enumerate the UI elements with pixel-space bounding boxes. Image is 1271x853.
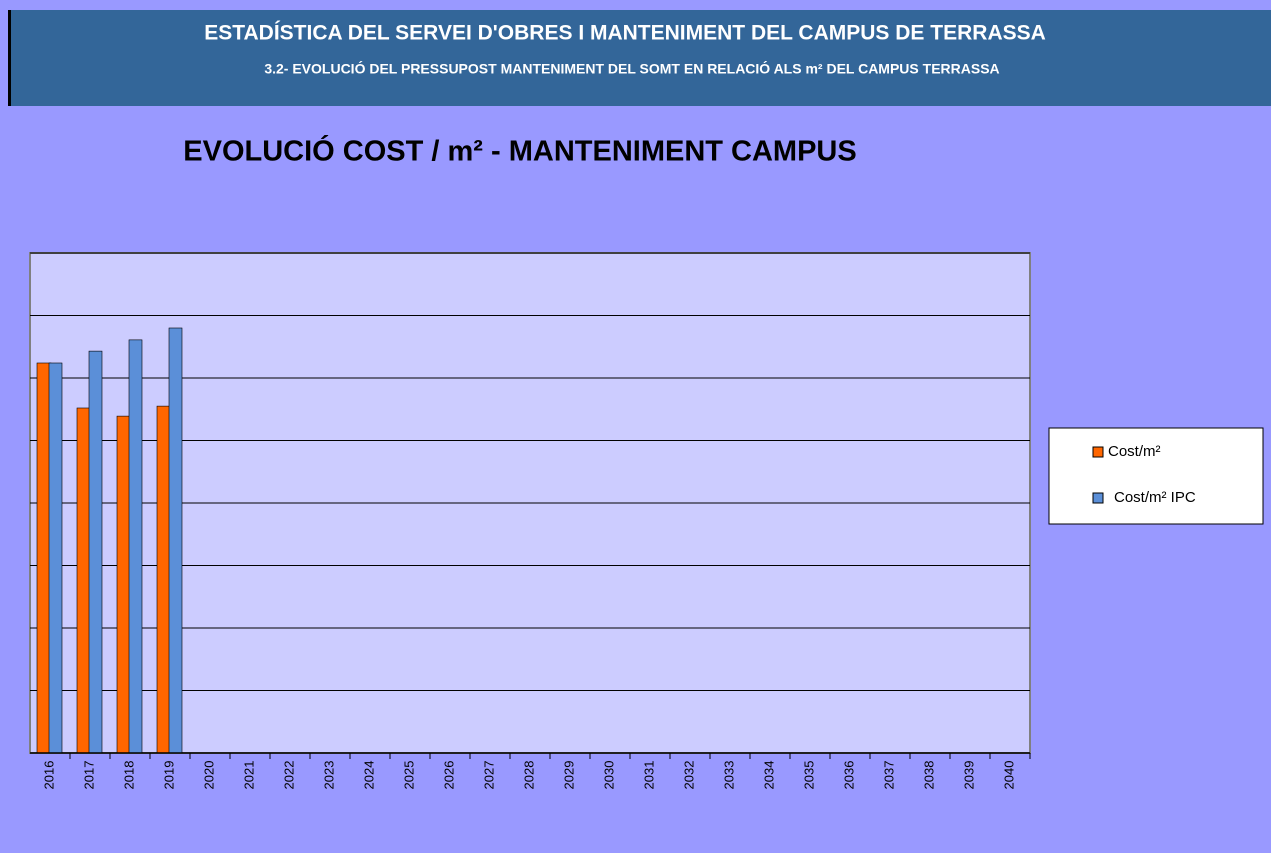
x-tick-label: 2030 — [601, 761, 616, 790]
x-tick-label: 2032 — [681, 761, 696, 790]
header-bar — [8, 10, 1271, 106]
x-tick-label: 2033 — [721, 761, 736, 790]
x-tick-label: 2029 — [561, 761, 576, 790]
bar — [48, 362, 63, 754]
x-tick-label: 2018 — [121, 761, 136, 790]
legend-swatch — [1092, 492, 1104, 504]
bar — [128, 339, 143, 754]
x-tick-label: 2024 — [361, 761, 376, 790]
x-tick-label: 2021 — [241, 761, 256, 790]
legend — [1048, 427, 1264, 525]
x-tick-label: 2031 — [641, 761, 656, 790]
header-subtitle: 3.2- EVOLUCIÓ DEL PRESSUPOST MANTENIMENT… — [264, 60, 999, 77]
x-tick-label: 2025 — [401, 761, 416, 790]
x-tick-label: 2036 — [841, 761, 856, 790]
legend-label: Cost/m² IPC — [1114, 489, 1196, 506]
x-tick-label: 2034 — [761, 761, 776, 790]
x-tick-label: 2037 — [881, 761, 896, 790]
header-edge — [8, 10, 11, 106]
x-tick-label: 2026 — [441, 761, 456, 790]
x-tick-label: 2023 — [321, 761, 336, 790]
x-tick-label: 2027 — [481, 761, 496, 790]
legend-label: Cost/m² — [1108, 443, 1161, 460]
header-title: ESTADÍSTICA DEL SERVEI D'OBRES I MANTENI… — [204, 22, 1046, 45]
x-tick-label: 2022 — [281, 761, 296, 790]
x-tick-label: 2017 — [81, 761, 96, 790]
bar — [88, 350, 103, 754]
x-tick-label: 2028 — [521, 761, 536, 790]
x-tick-label: 2035 — [801, 761, 816, 790]
x-tick-label: 2039 — [961, 761, 976, 790]
x-tick-label: 2038 — [921, 761, 936, 790]
chart-title: EVOLUCIÓ COST / m² - MANTENIMENT CAMPUS — [183, 134, 856, 168]
x-tick-label: 2040 — [1001, 761, 1016, 790]
x-tick-label: 2020 — [201, 761, 216, 790]
legend-swatch — [1092, 446, 1104, 458]
x-tick-label: 2019 — [161, 761, 176, 790]
x-tick-label: 2016 — [41, 761, 56, 790]
bar — [168, 327, 183, 754]
